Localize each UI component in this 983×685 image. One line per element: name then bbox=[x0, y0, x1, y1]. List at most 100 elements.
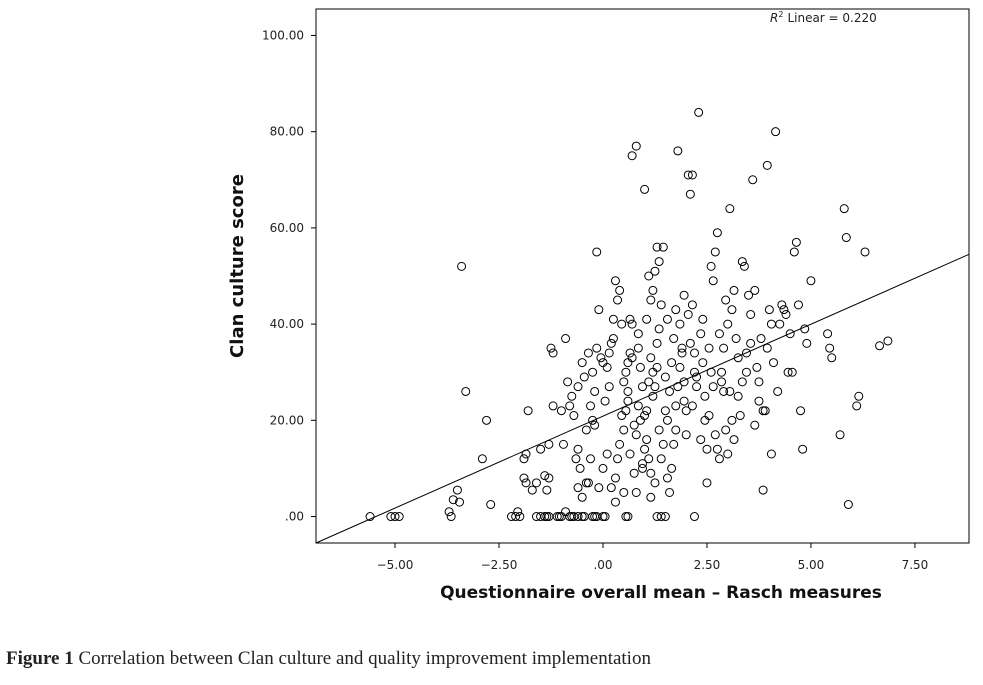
scatter-point bbox=[679, 396, 689, 406]
scatter-point bbox=[662, 415, 672, 425]
scatter-point bbox=[554, 512, 564, 522]
scatter-point bbox=[615, 439, 625, 449]
scatter-point bbox=[590, 420, 600, 430]
x-tick-label: .00 bbox=[593, 558, 612, 572]
scatter-point bbox=[544, 473, 554, 483]
scatter-point bbox=[750, 420, 760, 430]
scatter-point bbox=[631, 487, 641, 497]
scatter-point bbox=[648, 391, 658, 401]
scatter-point bbox=[625, 449, 635, 459]
scatter-point bbox=[652, 338, 662, 348]
scatter-point bbox=[708, 382, 718, 392]
scatter-point bbox=[454, 497, 464, 507]
scatter-point bbox=[613, 295, 623, 305]
scatter-point bbox=[521, 478, 531, 488]
scatter-point bbox=[640, 444, 650, 454]
scatter-point bbox=[646, 492, 656, 502]
scatter-point bbox=[727, 415, 737, 425]
scatter-point bbox=[531, 512, 541, 522]
scatter-point bbox=[594, 483, 604, 493]
scatter-point bbox=[600, 396, 610, 406]
scatter-point bbox=[671, 305, 681, 315]
scatter-point bbox=[644, 271, 654, 281]
scatter-point bbox=[704, 343, 714, 353]
scatter-point bbox=[573, 444, 583, 454]
scatter-point bbox=[650, 266, 660, 276]
scatter-point bbox=[583, 478, 593, 488]
scatter-point bbox=[558, 439, 568, 449]
y-tick-label: .00 bbox=[285, 510, 304, 524]
scatter-point bbox=[671, 401, 681, 411]
scatter-point bbox=[721, 425, 731, 435]
scatter-point bbox=[594, 305, 604, 315]
scatter-point bbox=[779, 305, 789, 315]
scatter-point bbox=[785, 329, 795, 339]
scatter-point bbox=[756, 334, 766, 344]
scatter-point bbox=[823, 329, 833, 339]
scatter-point bbox=[629, 468, 639, 478]
scatter-point bbox=[642, 435, 652, 445]
scatter-point bbox=[708, 276, 718, 286]
scatter-point bbox=[667, 463, 677, 473]
scatter-point bbox=[610, 473, 620, 483]
scatter-point bbox=[689, 348, 699, 358]
scatter-point bbox=[744, 290, 754, 300]
scatter-point bbox=[606, 483, 616, 493]
scatter-point bbox=[650, 382, 660, 392]
scatter-point bbox=[764, 305, 774, 315]
scatter-point bbox=[623, 386, 633, 396]
scatter-point bbox=[685, 189, 695, 199]
scatter-point bbox=[452, 485, 462, 495]
scatter-point bbox=[729, 435, 739, 445]
scatter-point bbox=[689, 512, 699, 522]
scatter-point bbox=[567, 512, 577, 522]
scatter-point bbox=[598, 463, 608, 473]
scatter-point bbox=[883, 336, 893, 346]
scatter-point bbox=[719, 343, 729, 353]
scatter-point bbox=[677, 348, 687, 358]
scatter-point bbox=[677, 343, 687, 353]
scatter-point bbox=[448, 495, 458, 505]
scatter-point bbox=[714, 329, 724, 339]
scatter-point bbox=[573, 512, 583, 522]
scatter-point bbox=[748, 175, 758, 185]
scatter-point bbox=[754, 377, 764, 387]
scatter-point bbox=[531, 478, 541, 488]
scatter-point bbox=[650, 478, 660, 488]
scatter-point bbox=[656, 454, 666, 464]
scatter-point bbox=[669, 439, 679, 449]
scatter-point bbox=[681, 430, 691, 440]
scatter-point bbox=[681, 406, 691, 416]
scatter-point bbox=[536, 444, 546, 454]
scatter-point bbox=[602, 449, 612, 459]
scatter-point bbox=[667, 358, 677, 368]
scatter-point bbox=[461, 386, 471, 396]
scatter-point bbox=[567, 391, 577, 401]
scatter-point bbox=[604, 348, 614, 358]
scatter-point bbox=[623, 512, 633, 522]
scatter-point bbox=[698, 314, 708, 324]
scatter-point bbox=[621, 367, 631, 377]
scatter-point bbox=[692, 382, 702, 392]
scatter-point bbox=[737, 257, 747, 267]
scatter-point bbox=[602, 362, 612, 372]
scatter-point bbox=[486, 500, 496, 510]
scatter-point bbox=[746, 309, 756, 319]
scatter-point bbox=[586, 454, 596, 464]
scatter-point bbox=[692, 372, 702, 382]
scatter-point bbox=[617, 319, 627, 329]
scatter-point bbox=[646, 353, 656, 363]
scatter-point bbox=[548, 401, 558, 411]
scatter-point bbox=[638, 463, 647, 473]
scatter-point bbox=[631, 141, 641, 151]
scatter-point bbox=[721, 295, 731, 305]
scatter-point bbox=[658, 242, 668, 252]
figure-label: Figure 1 bbox=[6, 648, 74, 669]
scatter-point bbox=[689, 367, 699, 377]
scatter-point bbox=[365, 512, 375, 522]
scatter-point bbox=[706, 261, 716, 271]
scatter-point bbox=[644, 454, 654, 464]
scatter-point bbox=[583, 348, 593, 358]
scatter-point bbox=[394, 512, 404, 522]
scatter-point bbox=[658, 439, 668, 449]
